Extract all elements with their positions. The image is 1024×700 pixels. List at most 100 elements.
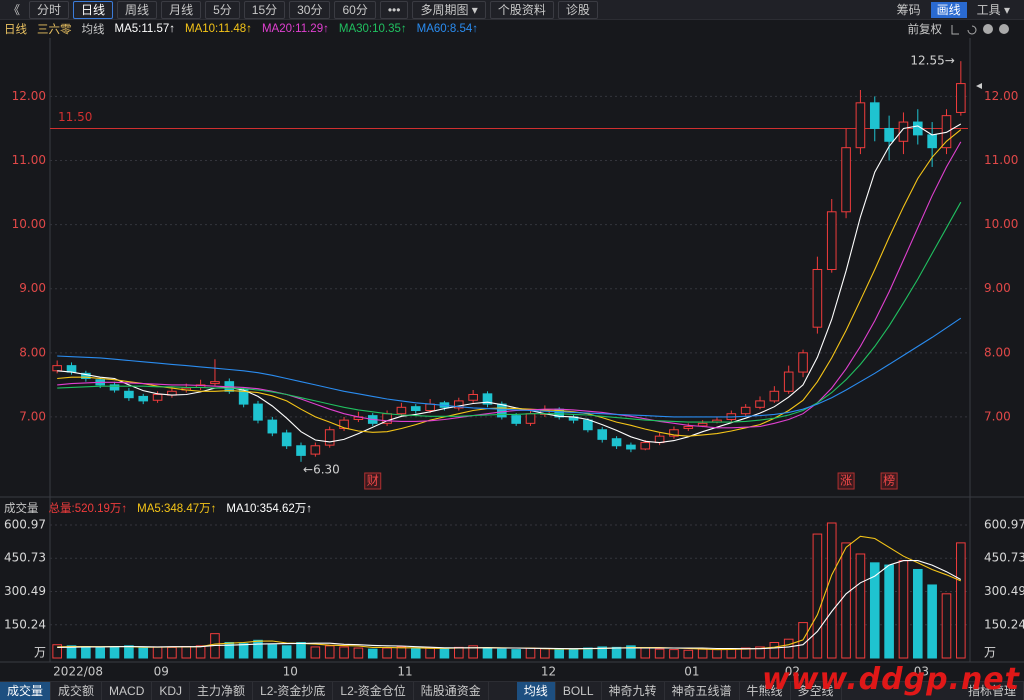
candle-body [482,393,493,405]
candle-body [697,422,708,427]
icon[interactable] [967,25,977,35]
volume-bar [396,646,407,659]
tab[interactable]: L2-资金抄底 [253,682,334,700]
price-pointer [976,83,982,89]
y-tick-label: 300.49 [984,584,1024,598]
tab[interactable]: KDJ [152,682,191,700]
manage-tab[interactable]: 指标管理 [961,682,1024,700]
y-tick-label: 11.00 [12,153,46,167]
volume-bar [410,648,421,659]
ma-legend: MA60:8.54↑ [416,23,478,35]
candle-body [281,432,292,447]
y-tick-label: 450.73 [984,551,1024,565]
period-button[interactable]: 30分 [289,0,331,19]
volume-bar [769,642,780,659]
back-button[interactable]: 《 [8,2,21,17]
volume-bar [324,645,335,659]
period-button[interactable]: 诊股 [557,0,598,19]
candle-body [109,384,120,391]
total-label: 总量:520.19万↑ [48,503,128,515]
period-button[interactable]: 5分 [205,0,240,19]
tab[interactable]: 陆股通资金 [414,682,489,700]
x-tick-label: 09 [154,665,169,679]
tab[interactable]: BOLL [556,682,602,700]
candle-body [597,429,608,440]
candle-body [755,400,765,408]
tab[interactable]: 多空线 [791,682,842,700]
x-tick-label: 03 [914,665,929,679]
price-legend: 日线 三六零 均线 MA5:11.57↑ MA10:11.48↑ MA20:11.2… [4,21,478,37]
volume-bar [869,562,880,659]
period-buttons: 分时 日线 周线 月线 5分 15分 30分 60分 ••• 多周期图 ▾ 个股资料 诊股 [29,0,598,19]
candle-body [683,426,694,429]
tool-button[interactable]: 工具 ▾ [976,2,1010,17]
icon[interactable] [999,24,1009,34]
tab[interactable]: 主力净额 [190,682,254,700]
tab[interactable]: 神奇五线谱 [665,682,740,700]
y-tick-label: 7.00 [19,409,46,423]
volume-bar [683,649,694,659]
candle-body [740,406,751,415]
volume-bar [281,645,292,659]
icon[interactable] [951,25,959,35]
tool-button[interactable]: 筹码 [896,2,921,17]
volume-bar [554,648,565,659]
marker-box [837,472,855,490]
ma-legend: MA30:10.35↑ [338,23,407,35]
candle-body [138,395,149,402]
candle-body [769,390,780,402]
candle-body [654,435,665,444]
volume-bar [812,533,823,659]
candle-body [124,390,134,399]
candle-body [525,413,536,424]
candle-body [324,429,335,446]
period-button[interactable]: ••• [379,0,409,19]
legend-tools: 前复权 [908,21,1019,37]
marker-box [364,472,382,490]
volume-bar [640,647,651,659]
tab[interactable]: 成交量 [0,682,52,700]
candle-body [812,268,823,328]
period-button[interactable]: 分时 [29,0,70,19]
tab[interactable]: 均线 [516,682,556,700]
candle-body [497,403,507,418]
period-button[interactable]: 多周期图 ▾ [412,0,486,19]
ma-line [57,141,962,429]
tab[interactable]: 牛熊线 [740,682,791,700]
tab[interactable]: 神奇九转 [602,682,665,700]
candle-body [410,406,421,412]
candle-body [798,352,808,373]
candle-body [869,102,880,129]
volume-bar [224,642,235,659]
candle-body [841,147,851,213]
period-button[interactable]: 周线 [117,0,158,19]
volume-bar [95,647,106,659]
candle-body [210,381,220,385]
period-button[interactable]: 月线 [161,0,202,19]
candle-body [855,102,866,149]
unit-label: 万 [34,646,46,660]
volume-bar [195,645,206,659]
period-button[interactable]: 日线 [73,0,114,19]
candle-body [941,115,952,149]
ma-label[interactable]: 均线 [81,24,105,36]
y-tick-label: 12.00 [12,89,46,103]
period-button[interactable]: 个股资料 [489,0,554,19]
adjust-label[interactable]: 前复权 [907,24,943,36]
tab[interactable]: L2-资金仓位 [333,682,414,700]
volume-bar [267,644,278,659]
volume-bar [841,542,851,659]
tool-button[interactable]: 画线 [930,1,967,18]
volume-bar [482,647,493,659]
tab[interactable]: 成交额 [51,682,103,700]
volume-bar [755,646,765,659]
ma-legend: MA10:11.48↑ [185,23,252,35]
period-button[interactable]: 15分 [243,0,286,19]
tool-icons [951,24,1009,35]
marker: 榜 [883,473,895,488]
candle-body [425,403,435,412]
period-button[interactable]: 60分 [334,0,376,19]
low-label: ←6.30 [303,462,340,476]
tab[interactable]: MACD [102,682,153,700]
icon[interactable] [983,24,993,34]
